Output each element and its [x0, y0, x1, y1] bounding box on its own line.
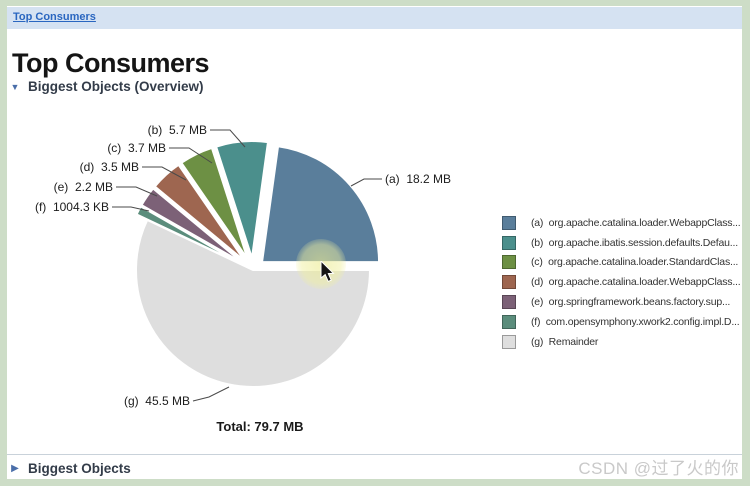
section-header-biggest-objects[interactable]: ▶ Biggest Objects: [9, 461, 131, 476]
legend-label-b: (b) org.apache.ibatis.session.defaults.D…: [531, 236, 738, 249]
page-title: Top Consumers: [12, 48, 210, 79]
legend-label-a: (a) org.apache.catalina.loader.WebappCla…: [531, 216, 741, 229]
legend-swatch-g: [502, 334, 516, 349]
legend-swatch-e: [502, 295, 516, 310]
pie-slice-label-f: (f) 1004.3 KB: [35, 200, 109, 214]
pie-slice-label-b: (b) 5.7 MB: [148, 123, 207, 137]
section-header-biggest-objects-overview[interactable]: ▼ Biggest Objects (Overview): [9, 79, 204, 94]
section-title: Biggest Objects (Overview): [28, 79, 204, 94]
pie-label-connector-g: [192, 386, 230, 402]
legend-item-b: (b) org.apache.ibatis.session.defaults.D…: [502, 233, 741, 253]
legend-item-c: (c) org.apache.catalina.loader.StandardC…: [502, 253, 741, 273]
legend-swatch-b: [502, 235, 516, 250]
legend-label-f: (f) com.opensymphony.xwork2.config.impl.…: [531, 315, 740, 328]
pie-slice-a[interactable]: [260, 145, 381, 264]
pie-slice-label-a: (a) 18.2 MB: [385, 172, 451, 186]
legend-item-f: (f) com.opensymphony.xwork2.config.impl.…: [502, 312, 741, 332]
pie-slice-g[interactable]: [135, 218, 372, 388]
breadcrumb-link-top-consumers[interactable]: Top Consumers: [13, 11, 96, 23]
pie-slice-label-e: (e) 2.2 MB: [54, 180, 113, 194]
breadcrumb-bar: Top Consumers: [7, 7, 742, 29]
csdn-watermark: CSDN @过了火的你: [578, 459, 739, 478]
pie-slice-label-d: (d) 3.5 MB: [80, 160, 139, 174]
mouse-cursor-icon: [320, 261, 335, 283]
legend-item-g: (g) Remainder: [502, 332, 741, 352]
chevron-right-icon: ▶: [11, 463, 19, 474]
pie-label-connector-a: [350, 178, 382, 187]
chart-total-label: Total: 79.7 MB: [216, 419, 304, 434]
legend-label-g: (g) Remainder: [531, 335, 599, 348]
section-divider: [7, 454, 742, 455]
pie-slice-label-g: (g) 45.5 MB: [124, 394, 190, 408]
legend-swatch-f: [502, 314, 516, 329]
legend-label-d: (d) org.apache.catalina.loader.WebappCla…: [531, 276, 741, 289]
legend-label-e: (e) org.springframework.beans.factory.su…: [531, 296, 731, 309]
chart-legend: (a) org.apache.catalina.loader.WebappCla…: [502, 213, 741, 352]
legend-swatch-c: [502, 255, 516, 270]
legend-label-c: (c) org.apache.catalina.loader.StandardC…: [531, 256, 739, 269]
legend-item-d: (d) org.apache.catalina.loader.WebappCla…: [502, 272, 741, 292]
section-title: Biggest Objects: [28, 461, 131, 476]
pie-slice-label-c: (c) 3.7 MB: [107, 141, 166, 155]
legend-item-a: (a) org.apache.catalina.loader.WebappCla…: [502, 213, 741, 233]
legend-item-e: (e) org.springframework.beans.factory.su…: [502, 292, 741, 312]
chevron-down-icon: ▼: [10, 81, 20, 92]
report-content: Top Consumers Top Consumers ▼ Biggest Ob…: [7, 6, 742, 479]
legend-swatch-d: [502, 275, 516, 290]
legend-swatch-a: [502, 215, 516, 230]
